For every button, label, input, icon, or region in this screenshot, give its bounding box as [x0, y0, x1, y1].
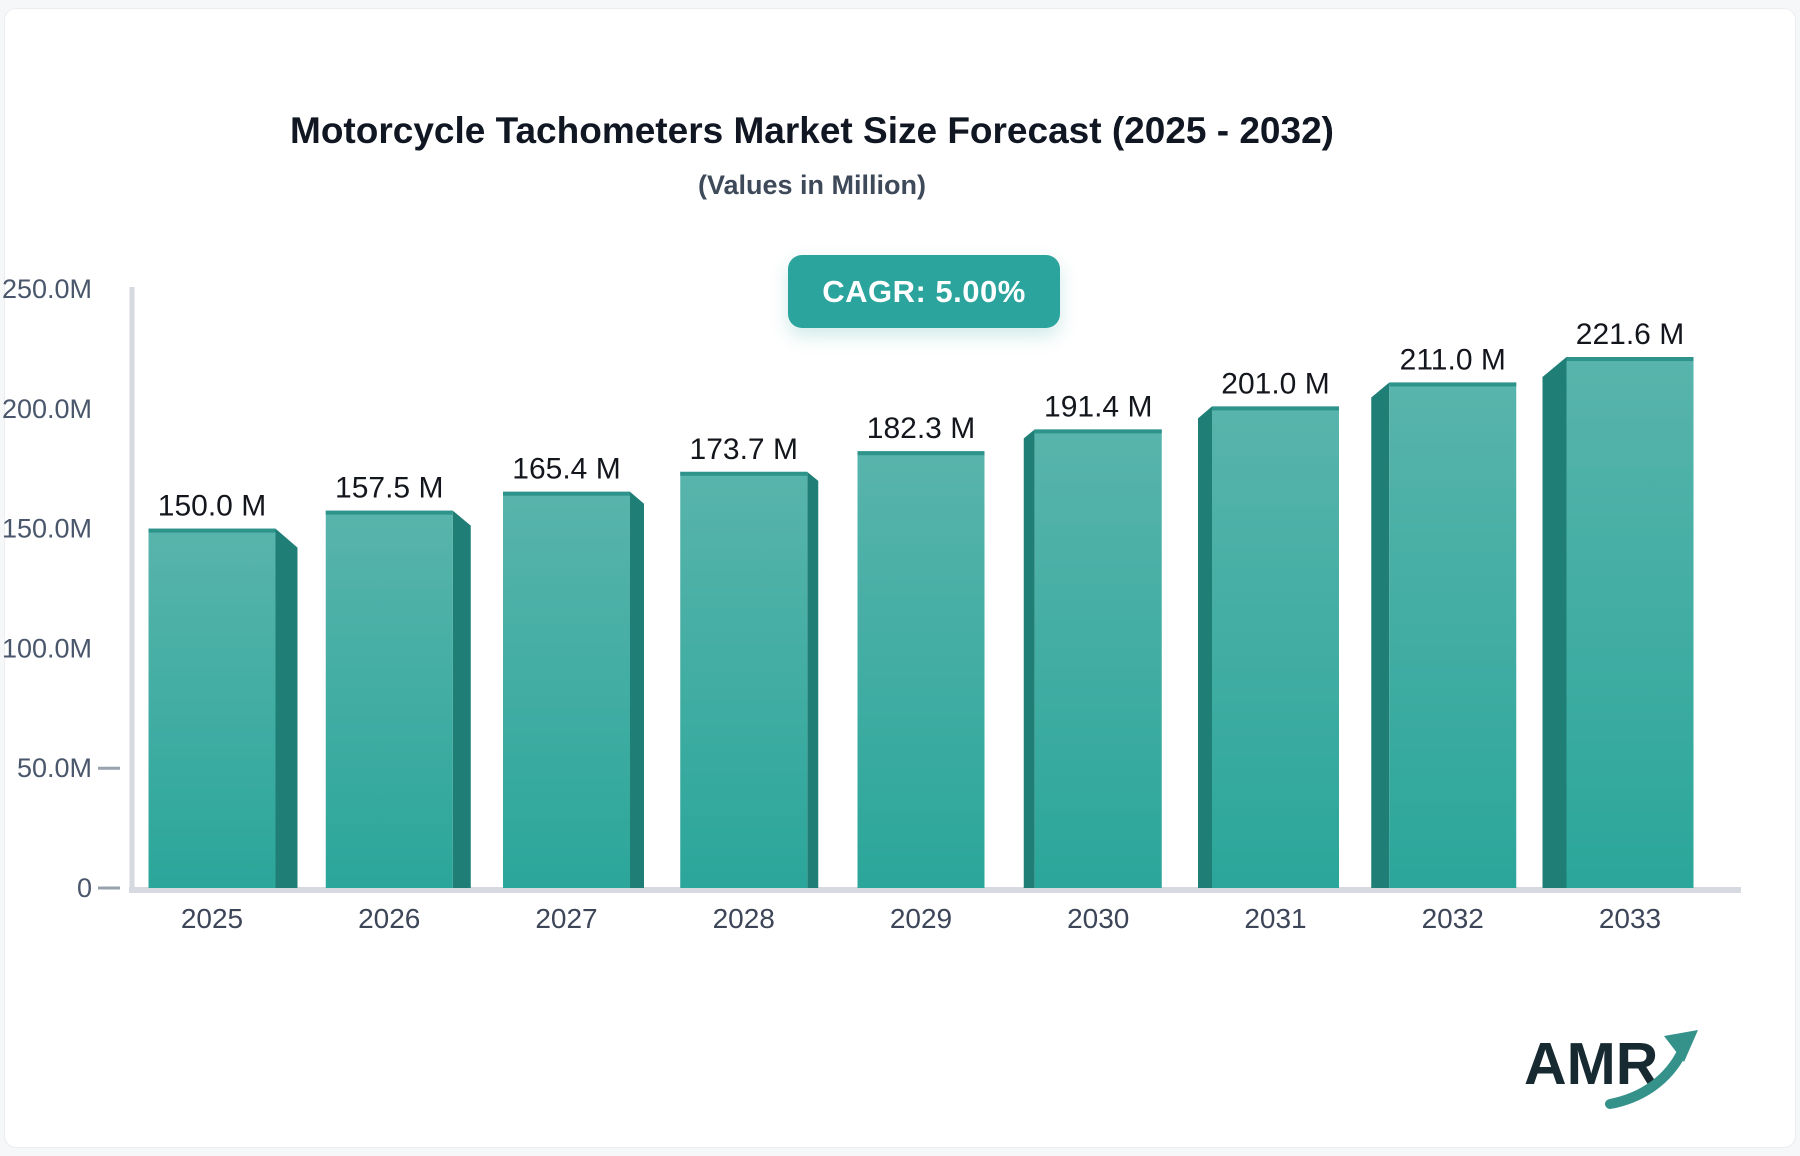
bar-side-2025	[275, 528, 298, 888]
y-axis-label: 250.0M	[2, 274, 92, 304]
bar-side-2033	[1542, 357, 1567, 888]
bar-top-edge-2033	[1566, 357, 1694, 362]
chart-subtitle: (Values in Million)	[697, 170, 927, 200]
bar-2030	[1034, 429, 1162, 888]
bar-2027	[503, 491, 630, 888]
bar-top-edge-2025	[148, 528, 276, 533]
x-axis-label: 2028	[713, 903, 775, 934]
bar-side-2028	[807, 471, 819, 888]
y-axis-label: 100.0M	[2, 633, 92, 663]
bar-side-2030	[1023, 429, 1035, 888]
bar-value-label: 221.6 M	[1576, 318, 1684, 351]
bar-top-edge-2029	[857, 451, 985, 456]
bar-2033	[1566, 357, 1694, 888]
bar-value-label: 201.0 M	[1221, 367, 1329, 400]
bar-side-2026	[452, 510, 471, 888]
bar-top-edge-2028	[680, 471, 808, 476]
bar-top-edge-2027	[503, 491, 630, 496]
bar-2026	[325, 510, 453, 888]
x-axis-label: 2027	[535, 903, 597, 934]
bar-2031	[1212, 406, 1339, 888]
x-axis-label: 2025	[181, 903, 243, 934]
x-axis-label: 2031	[1244, 903, 1306, 934]
x-axis-label: 2033	[1599, 903, 1661, 934]
bar-side-2027	[630, 491, 644, 888]
amr-logo-text: AMR	[1524, 1031, 1659, 1097]
bar-top-edge-2026	[325, 510, 453, 515]
y-axis-label: 0	[77, 873, 92, 903]
amr-logo: AMR	[1524, 1030, 1724, 1120]
bar-value-label: 182.3 M	[867, 412, 975, 445]
bar-value-label: 173.7 M	[690, 433, 798, 466]
x-axis-label: 2032	[1422, 903, 1484, 934]
bar-top-edge-2031	[1212, 406, 1339, 411]
bar-2025	[148, 528, 276, 888]
bar-value-label: 165.4 M	[512, 453, 620, 486]
bar-value-label: 157.5 M	[335, 472, 443, 505]
chart-title: Motorcycle Tachometers Market Size Forec…	[290, 110, 1334, 151]
y-axis-label: 50.0M	[17, 753, 92, 783]
bar-side-2032	[1371, 382, 1390, 888]
bar-value-label: 150.0 M	[158, 490, 266, 523]
bar-top-edge-2030	[1034, 429, 1162, 434]
y-axis-label: 200.0M	[2, 394, 92, 424]
x-axis-label: 2029	[890, 903, 952, 934]
bar-value-label: 211.0 M	[1400, 343, 1506, 376]
growth-arrow-icon	[1605, 1030, 1698, 1109]
bar-side-2031	[1198, 406, 1212, 888]
y-axis-label: 150.0M	[2, 514, 92, 544]
bar-value-label: 191.4 M	[1044, 390, 1152, 423]
bar-2028	[680, 471, 808, 888]
bar-2029	[857, 451, 985, 888]
x-axis-label: 2026	[358, 903, 420, 934]
cagr-badge: CAGR: 5.00%	[788, 255, 1060, 328]
bar-top-edge-2032	[1389, 382, 1517, 387]
bar-2032	[1389, 382, 1517, 888]
x-axis-label: 2030	[1067, 903, 1129, 934]
